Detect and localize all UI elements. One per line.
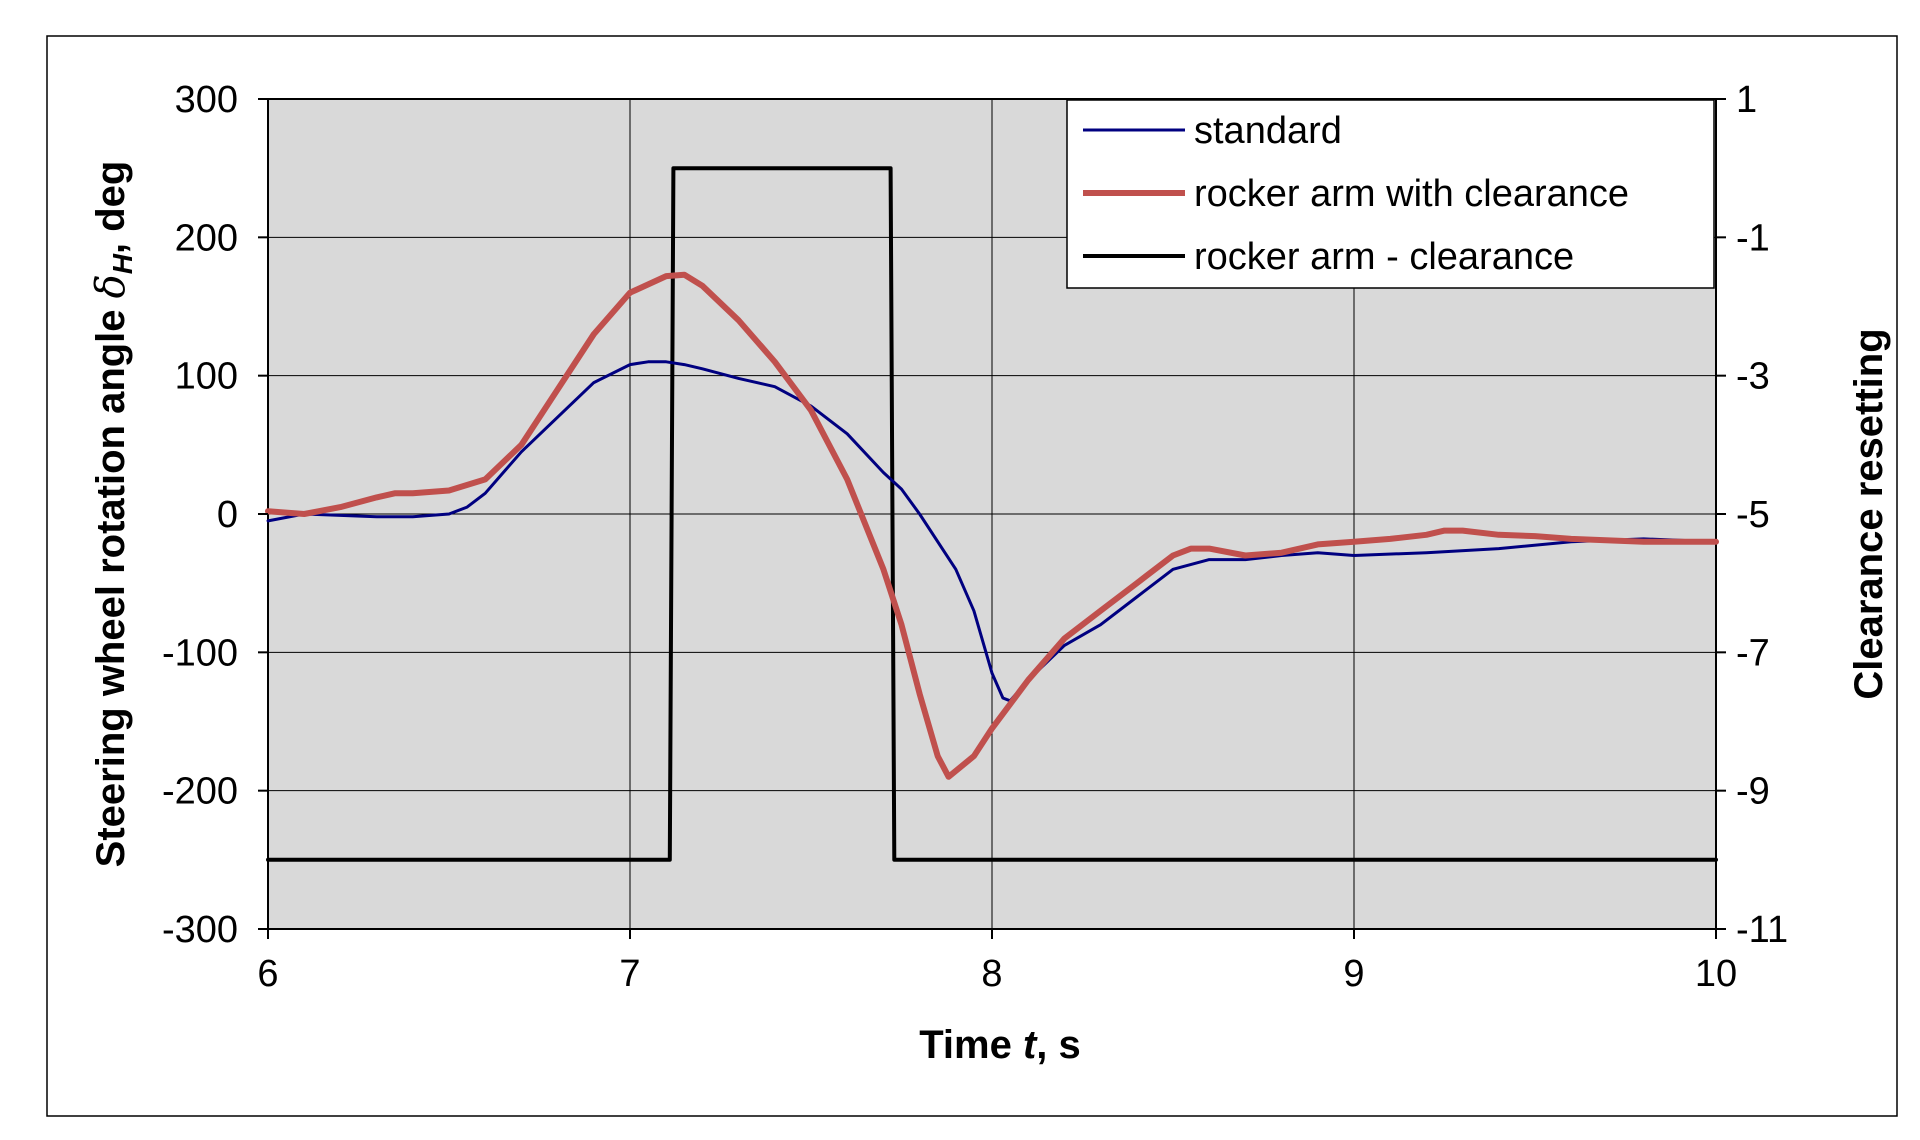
x-tick-label-4: 10 — [1695, 953, 1737, 995]
series-line-rocker-arm-with-clearance — [265, 271, 1719, 780]
right-tick-label-2: -3 — [1736, 356, 1770, 398]
x-tick-label-0: 6 — [257, 953, 278, 995]
left-tick-label-1: 200 — [175, 217, 238, 259]
right-tick-label-4: -7 — [1736, 632, 1770, 674]
left-tick-label-6: -300 — [162, 909, 238, 951]
x-tick-label-2: 8 — [981, 953, 1002, 995]
left-tick-label-3: 0 — [217, 494, 238, 536]
series-layer — [265, 166, 1719, 862]
right-tick-label-5: -9 — [1736, 771, 1770, 813]
right-axis-ticks: 1 -1 -3 -5 -7 -9 -11 — [1716, 79, 1788, 951]
x-axis-title: Time t, s — [919, 1023, 1081, 1067]
right-y-axis-title: Clearance resetting — [1847, 328, 1891, 699]
left-tick-label-5: -200 — [162, 771, 238, 813]
left-y-axis-title: Steering wheel rotation angle δH, deg — [88, 161, 138, 868]
right-tick-label-6: -11 — [1736, 909, 1788, 951]
right-tick-label-1: -1 — [1736, 217, 1770, 259]
left-tick-label-4: -100 — [162, 632, 238, 674]
legend-label-rocker-arm-with-clearance: rocker arm with clearance — [1194, 173, 1629, 215]
x-tick-label-1: 7 — [619, 953, 640, 995]
x-axis-ticks: 6 7 8 9 10 — [257, 929, 1737, 995]
left-tick-label-2: 100 — [175, 356, 238, 398]
legend-label-standard: standard — [1194, 110, 1342, 152]
left-axis-ticks: 300 200 100 0 -100 -200 -300 — [162, 79, 268, 951]
legend-label-rocker-arm-clearance: rocker arm - clearance — [1194, 236, 1574, 278]
right-tick-label-3: -5 — [1736, 494, 1770, 536]
right-tick-label-0: 1 — [1736, 79, 1757, 121]
legend: standard rocker arm with clearance rocke… — [1066, 99, 1715, 289]
x-tick-label-3: 9 — [1343, 953, 1364, 995]
series-line-rocker-arm-clearance — [266, 166, 1718, 862]
series-line-standard — [266, 360, 1718, 703]
left-tick-label-0: 300 — [175, 79, 238, 121]
